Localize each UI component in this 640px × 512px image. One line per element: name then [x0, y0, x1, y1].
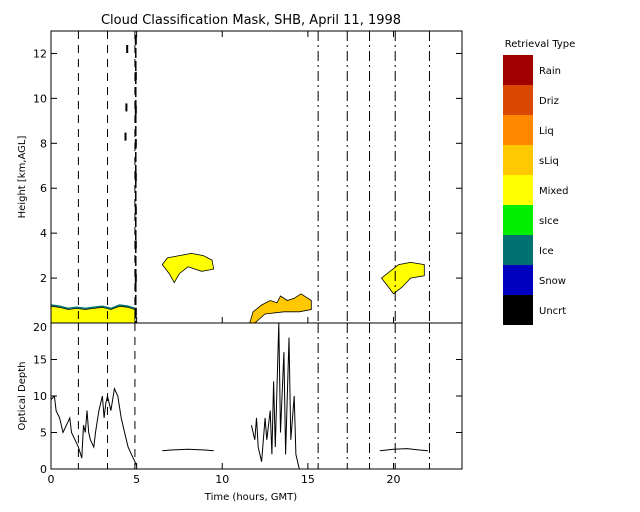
- legend-swatch-snow: [503, 265, 533, 295]
- mask-y-tick-label-0: 2: [40, 272, 47, 285]
- legend-items: Rain Driz Liq sLiq Mixed sIce Ice Snow Uncrt: [503, 55, 569, 325]
- legend: Retrieval Type Rain Driz Liq sLiq Mixed sIce I…: [503, 39, 575, 325]
- legend-swatch-sice: [503, 205, 533, 235]
- od-series-lines: [50, 322, 428, 470]
- mask-y-ticks: 2 4 6 8 10 12: [33, 31, 462, 323]
- legend-label-sice: sIce: [539, 216, 559, 227]
- legend-label-ice: Ice: [539, 246, 554, 257]
- od-y-tick-label-3: 15: [33, 354, 47, 367]
- od-series-2: [250, 322, 300, 470]
- legend-swatch-ice: [503, 235, 533, 265]
- od-axes-frame: [50, 322, 463, 470]
- mask-uncertain-mark-10: [125, 103, 128, 112]
- legend-label-snow: Snow: [539, 276, 566, 287]
- legend-label-uncrt: Uncrt: [539, 306, 566, 317]
- mask-uncertain-mark-4: [134, 173, 137, 181]
- legend-label-mixed: Mixed: [539, 186, 569, 197]
- legend-swatch-rain: [503, 55, 533, 85]
- od-series-1: [162, 448, 214, 452]
- legend-label-driz: Driz: [539, 96, 559, 107]
- od-x-tick-label-1: 5: [133, 473, 140, 486]
- optical-depth-panel: 0 5 10 15 20 0 5 10 15 20 Optical Depth Time (hou…: [17, 321, 463, 503]
- mask-regions: [50, 35, 425, 324]
- mask-panel: 2 4 6 8 10 12 Height [km,AGL]: [17, 30, 463, 324]
- legend-label-liq: Liq: [539, 126, 554, 137]
- mask-y-tick-label-1: 4: [40, 227, 47, 240]
- legend-swatch-uncrt: [503, 295, 533, 325]
- legend-swatch-driz: [503, 85, 533, 115]
- od-y-tick-label-2: 10: [33, 390, 47, 403]
- od-y-axis-label: Optical Depth: [17, 362, 28, 431]
- mask-y-axis-label: Height [km,AGL]: [17, 136, 28, 219]
- mask-region-mixed-0: [50, 305, 136, 324]
- legend-swatch-mixed: [503, 175, 533, 205]
- legend-title: Retrieval Type: [505, 39, 576, 50]
- od-x-axis-label: Time (hours, GMT): [204, 492, 298, 503]
- od-y-tick-label-4: 20: [33, 321, 47, 334]
- od-x-tick-label-0: 0: [48, 473, 55, 486]
- legend-swatch-sliq: [503, 145, 533, 175]
- od-x-tick-label-4: 20: [387, 473, 401, 486]
- mask-markers: [77, 31, 430, 323]
- legend-label-rain: Rain: [539, 66, 561, 77]
- legend-swatch-liq: [503, 115, 533, 145]
- mask-y-tick-label-4: 10: [33, 92, 47, 105]
- mask-y-tick-label-2: 6: [40, 182, 47, 195]
- mask-edge-ice-0: [50, 304, 136, 310]
- chart-title: Cloud Classification Mask, SHB, April 11…: [101, 13, 401, 28]
- mask-region-mixed-3: [380, 261, 425, 295]
- mask-region-mixed-1: [161, 252, 215, 284]
- od-series-3: [379, 448, 428, 452]
- od-x-tick-label-2: 10: [215, 473, 229, 486]
- od-markers: [77, 323, 430, 469]
- mask-y-tick-label-5: 12: [33, 47, 47, 60]
- od-ticks: 0 5 10 15 20 0 5 10 15 20: [33, 321, 462, 486]
- od-series-0: [50, 387, 138, 466]
- legend-label-sliq: sLiq: [539, 156, 559, 167]
- mask-uncertain-mark-9: [126, 45, 129, 53]
- od-x-tick-label-3: 15: [301, 473, 315, 486]
- mask-region-sliq-2: [249, 293, 312, 324]
- mask-uncertain-mark-11: [124, 132, 127, 141]
- od-y-tick-label-0: 0: [40, 463, 47, 476]
- mask-y-tick-label-3: 8: [40, 137, 47, 150]
- od-y-tick-label-1: 5: [40, 427, 47, 440]
